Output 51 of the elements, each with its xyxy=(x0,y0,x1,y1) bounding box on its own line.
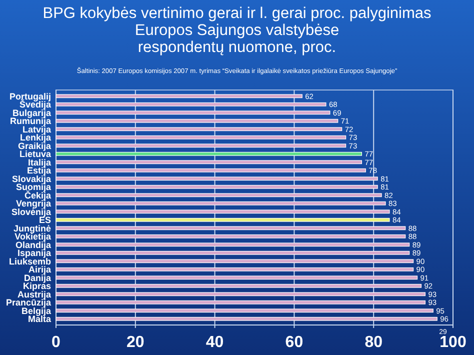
y-tick-label: Ispanija xyxy=(17,248,52,258)
chart-title: BPG kokybės vertinimo gerai ir l. gerai proc. palyginimas Europos Sajungos valstybėse respondentų nuomone, proc. xyxy=(42,5,432,56)
bar xyxy=(56,152,362,156)
bar xyxy=(56,102,326,106)
y-tick-label: Airija xyxy=(28,264,52,275)
y-tick-label: Vokietija xyxy=(14,232,52,242)
bar xyxy=(56,218,390,222)
bar xyxy=(56,160,362,164)
x-tick-label: 100 xyxy=(440,334,466,351)
y-tick-label: Prancūzija xyxy=(6,298,52,308)
y-tick-label: Malta xyxy=(28,314,52,324)
bar xyxy=(56,250,410,255)
bar xyxy=(56,267,414,272)
bar xyxy=(56,118,338,123)
bar xyxy=(56,226,406,230)
bar xyxy=(56,292,426,296)
bar xyxy=(56,300,426,304)
bar xyxy=(56,210,390,214)
y-tick-label: Lietuva xyxy=(19,149,52,160)
x-tick-label: 80 xyxy=(364,334,383,351)
bar xyxy=(56,110,330,115)
y-tick-label: Rumunija xyxy=(10,116,52,126)
x-tick-label: 20 xyxy=(126,334,144,351)
bar xyxy=(56,201,386,206)
x-tick-label: 60 xyxy=(285,334,304,351)
bar xyxy=(56,276,418,280)
bar xyxy=(56,94,302,98)
y-tick-label: Švedija xyxy=(19,98,52,110)
y-tick-label: Italija xyxy=(28,157,52,168)
bar xyxy=(56,135,346,140)
x-tick-label: 0 xyxy=(52,334,61,351)
bar xyxy=(56,193,382,198)
bar xyxy=(56,127,342,132)
y-tick-label: Estija xyxy=(26,166,52,176)
bar xyxy=(56,168,366,172)
bar xyxy=(56,284,422,288)
bar xyxy=(56,144,346,148)
y-tick-label: Portugalij xyxy=(9,91,51,102)
bar xyxy=(56,308,434,313)
x-tick-label: 40 xyxy=(206,334,224,351)
bar xyxy=(56,184,378,189)
y-tick-label: Jungtinė xyxy=(14,223,51,234)
bar xyxy=(56,176,378,181)
bar xyxy=(56,234,406,238)
bar xyxy=(56,316,438,321)
y-tick-label: Vengrija xyxy=(16,198,52,209)
y-tick-label: Kipras xyxy=(22,281,51,292)
y-tick-label: Lenkija xyxy=(20,132,52,143)
bar xyxy=(56,259,414,264)
bar xyxy=(56,242,410,247)
y-tick-label: ES xyxy=(38,215,51,226)
